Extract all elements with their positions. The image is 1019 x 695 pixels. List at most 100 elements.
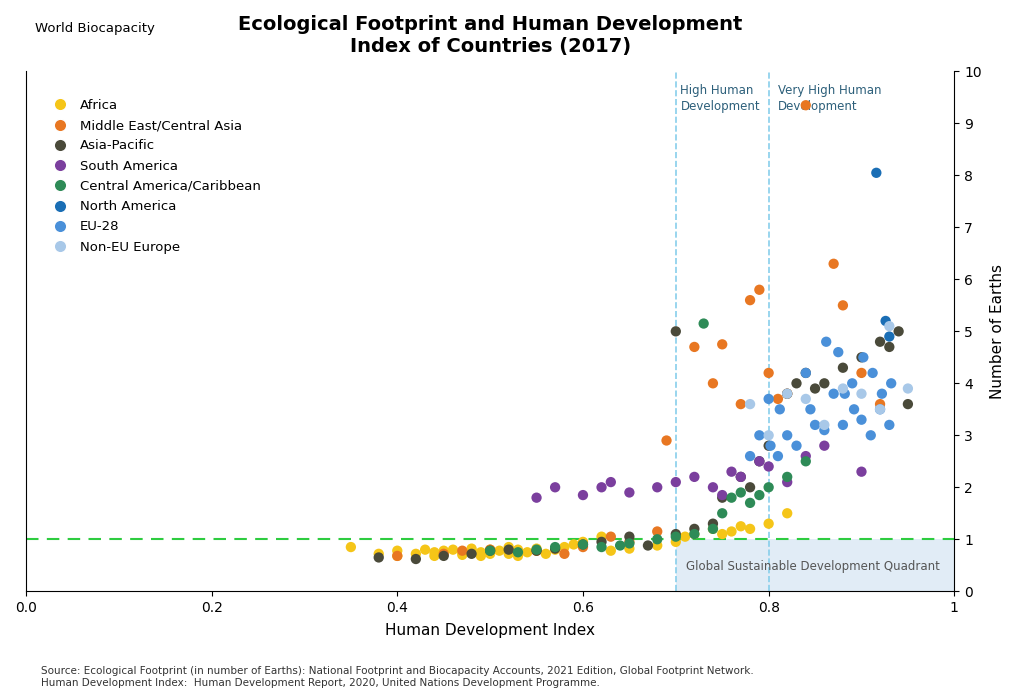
- Point: [500, 541, 517, 553]
- Point: [611, 540, 628, 551]
- Point: [741, 398, 757, 409]
- Point: [779, 389, 795, 400]
- Point: [648, 526, 664, 537]
- Point: [797, 368, 813, 379]
- Point: [779, 477, 795, 488]
- Point: [834, 383, 850, 394]
- Point: [500, 544, 517, 555]
- Point: [713, 508, 730, 519]
- Point: [815, 440, 832, 451]
- Point: [593, 482, 609, 493]
- Point: [621, 487, 637, 498]
- Point: [732, 471, 748, 482]
- Point: [882, 378, 899, 389]
- Point: [815, 419, 832, 430]
- Point: [824, 259, 841, 270]
- Point: [686, 341, 702, 352]
- Point: [834, 419, 850, 430]
- Point: [519, 547, 535, 558]
- Point: [621, 538, 637, 549]
- Point: [370, 548, 386, 559]
- Point: [463, 548, 479, 559]
- Point: [806, 383, 822, 394]
- Point: [389, 550, 406, 562]
- Point: [788, 440, 804, 451]
- Point: [537, 548, 553, 559]
- Point: [677, 531, 693, 542]
- Point: [528, 545, 544, 556]
- Point: [648, 534, 664, 545]
- Point: [797, 393, 813, 404]
- Point: [779, 471, 795, 482]
- Point: [890, 326, 906, 337]
- Point: [463, 543, 479, 554]
- Point: [802, 404, 818, 415]
- Point: [779, 430, 795, 441]
- Point: [686, 471, 702, 482]
- Point: [686, 528, 702, 539]
- Point: [722, 526, 739, 537]
- Point: [713, 492, 730, 503]
- Point: [750, 489, 766, 500]
- Point: [873, 389, 890, 400]
- Point: [876, 316, 893, 327]
- Point: [853, 352, 869, 363]
- Point: [760, 368, 776, 379]
- Point: [815, 425, 832, 436]
- Point: [880, 320, 897, 332]
- Point: [880, 341, 897, 352]
- Point: [899, 383, 915, 394]
- Point: [817, 336, 834, 348]
- Point: [834, 300, 850, 311]
- Point: [854, 352, 870, 363]
- X-axis label: Human Development Index: Human Development Index: [385, 623, 594, 638]
- Point: [621, 531, 637, 542]
- Point: [788, 378, 804, 389]
- Point: [815, 378, 832, 389]
- Point: [732, 398, 748, 409]
- Point: [621, 543, 637, 554]
- Point: [741, 498, 757, 509]
- Point: [704, 523, 720, 534]
- Point: [704, 518, 720, 529]
- Point: [667, 531, 684, 542]
- Point: [713, 528, 730, 539]
- Title: Ecological Footprint and Human Development
Index of Countries (2017): Ecological Footprint and Human Developme…: [237, 15, 742, 56]
- Point: [639, 540, 655, 551]
- Point: [435, 550, 451, 562]
- Point: [510, 544, 526, 555]
- Point: [426, 547, 442, 558]
- Point: [602, 531, 619, 542]
- Point: [510, 547, 526, 558]
- Point: [657, 435, 674, 446]
- Text: Very High Human
Development: Very High Human Development: [777, 84, 880, 113]
- Point: [472, 547, 488, 558]
- Point: [555, 541, 572, 553]
- Point: [695, 318, 711, 329]
- Point: [779, 389, 795, 400]
- Point: [686, 523, 702, 534]
- Y-axis label: Number of Earths: Number of Earths: [989, 264, 1004, 399]
- Text: High Human
Development: High Human Development: [680, 84, 759, 113]
- Point: [779, 508, 795, 519]
- Point: [741, 482, 757, 493]
- Point: [797, 99, 813, 111]
- Point: [593, 531, 609, 542]
- Point: [342, 541, 359, 553]
- Point: [871, 398, 888, 409]
- Point: [760, 440, 776, 451]
- Point: [602, 545, 619, 556]
- Point: [741, 295, 757, 306]
- Point: [880, 331, 897, 342]
- Point: [528, 545, 544, 556]
- Point: [732, 471, 748, 482]
- Point: [769, 450, 786, 461]
- Point: [853, 414, 869, 425]
- Point: [829, 347, 846, 358]
- Point: [686, 528, 702, 539]
- Point: [546, 544, 562, 555]
- Point: [760, 518, 776, 529]
- Point: [575, 539, 591, 550]
- Point: [435, 548, 451, 559]
- Point: [797, 368, 813, 379]
